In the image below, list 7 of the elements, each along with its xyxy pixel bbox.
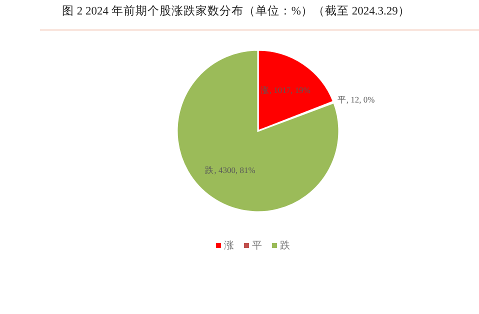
legend-label: 涨: [224, 239, 234, 252]
data-label: 涨, 1017, 19%: [260, 84, 310, 95]
legend-label: 跌: [280, 239, 290, 252]
data-label: 平, 12, 0%: [337, 94, 375, 105]
data-label: 跌, 4300, 81%: [205, 164, 256, 175]
legend-label: 平: [252, 240, 262, 252]
chart-title: 图 2 2024 年前期个股涨跌家数分布（单位：%）（截至 2024.3.29）: [62, 4, 410, 18]
